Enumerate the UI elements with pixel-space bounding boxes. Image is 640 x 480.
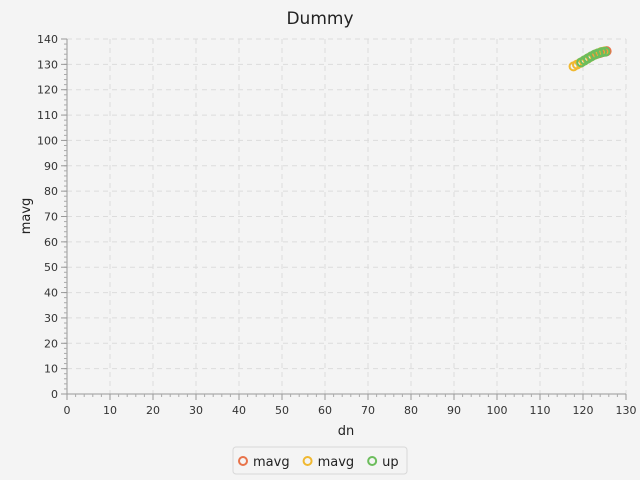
- x-tick-label: 30: [189, 404, 203, 417]
- y-tick-label: 30: [44, 312, 58, 325]
- y-tick-label: 40: [44, 287, 58, 300]
- x-tick-label: 20: [146, 404, 160, 417]
- y-tick-label: 20: [44, 337, 58, 350]
- x-tick-label: 100: [487, 404, 508, 417]
- x-tick-label: 90: [447, 404, 461, 417]
- chart-title: Dummy: [286, 9, 353, 29]
- y-tick-label: 60: [44, 236, 58, 249]
- axes: 0 10 20 30 40 50 60 70 80 90 100 110 120 130 0 10 20 30 40…: [37, 33, 637, 417]
- x-tick-label: 40: [232, 404, 246, 417]
- x-tick-label: 10: [103, 404, 117, 417]
- y-tick-label: 100: [37, 134, 58, 147]
- legend-marker-0: [238, 456, 248, 466]
- x-tick-label: 50: [275, 404, 289, 417]
- y-tick-label: 10: [44, 363, 58, 376]
- legend-label-0: mavg: [253, 455, 290, 470]
- x-tick-label: 0: [64, 404, 71, 417]
- legend-marker-1: [302, 456, 313, 466]
- x-tick-label: 70: [361, 404, 375, 417]
- y-tick-label: 0: [51, 388, 58, 401]
- y-tick-label: 80: [44, 185, 58, 198]
- x-tick-label: 120: [573, 404, 594, 417]
- data-point-series-2: [600, 46, 611, 57]
- y-axis-label: mavg: [19, 198, 34, 235]
- data-points: [568, 46, 612, 72]
- x-tick-label: 110: [530, 404, 551, 417]
- y-tick-label: 140: [37, 33, 58, 46]
- y-tick-label: 70: [44, 211, 58, 224]
- y-tick-label: 130: [37, 58, 58, 71]
- y-tick-label: 120: [37, 84, 58, 97]
- y-tick-label: 50: [44, 261, 58, 274]
- legend-marker-2: [367, 456, 378, 466]
- legend: mavg mavg up: [232, 446, 408, 475]
- legend-label-2: up: [382, 455, 399, 470]
- y-tick-label: 90: [44, 160, 58, 173]
- x-tick-label: 80: [404, 404, 418, 417]
- grid: [67, 38, 627, 394]
- x-tick-label: 60: [318, 404, 332, 417]
- legend-box: [232, 446, 408, 475]
- x-tick-label: 130: [616, 404, 637, 417]
- legend-label-1: mavg: [318, 455, 355, 470]
- y-tick-label: 110: [37, 109, 58, 122]
- x-axis-label: dn: [338, 424, 355, 439]
